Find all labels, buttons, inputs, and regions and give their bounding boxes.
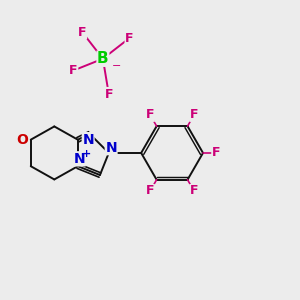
Text: F: F bbox=[104, 88, 113, 100]
Text: F: F bbox=[125, 32, 134, 45]
Text: F: F bbox=[69, 64, 78, 77]
Text: −: − bbox=[112, 61, 121, 71]
Text: F: F bbox=[146, 184, 154, 197]
Text: F: F bbox=[146, 108, 154, 122]
Text: F: F bbox=[190, 184, 198, 197]
Text: F: F bbox=[78, 26, 86, 39]
Text: N: N bbox=[74, 152, 85, 166]
Text: +: + bbox=[82, 149, 91, 159]
Text: O: O bbox=[16, 133, 28, 147]
Text: B: B bbox=[97, 51, 109, 66]
Text: N: N bbox=[105, 141, 117, 154]
Text: F: F bbox=[190, 108, 198, 122]
Text: N: N bbox=[82, 133, 94, 147]
Text: F: F bbox=[212, 146, 220, 159]
